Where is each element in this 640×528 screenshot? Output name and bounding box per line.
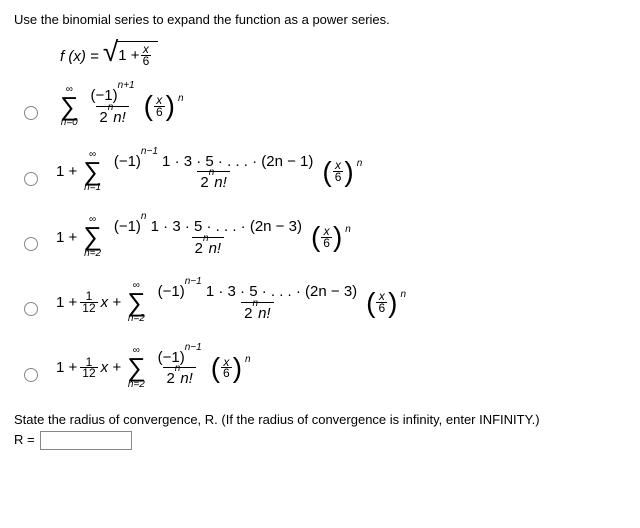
option-row: 1 + ∞∑n=1 (−1)n−1 1 · 3 · 5 · . . . · (2… xyxy=(24,150,626,193)
function-display: f (x) = √ 1 + x 6 xyxy=(60,41,626,67)
option-formula: 1 + ∞∑n=2 (−1)n 1 · 3 · 5 · . . . · (2n … xyxy=(56,215,351,258)
radio-button[interactable] xyxy=(24,237,38,251)
radio-button[interactable] xyxy=(24,172,38,186)
option-row: 1 + 112x + ∞∑n=2 (−1)n−12nn! (x6)n xyxy=(24,346,626,389)
option-formula: 1 + 112x + ∞∑n=2 (−1)n−1 1 · 3 · 5 · . .… xyxy=(56,281,406,324)
option-formula: ∞∑n=0 (−1)n+12nn! (x6)n xyxy=(56,85,184,128)
answer-options: ∞∑n=0 (−1)n+12nn! (x6)n 1 + ∞∑n=1 (−1)n−1… xyxy=(24,85,626,390)
convergence-prompt: State the radius of convergence, R. (If … xyxy=(14,412,626,427)
r-input[interactable] xyxy=(40,431,132,450)
option-formula: 1 + ∞∑n=1 (−1)n−1 1 · 3 · 5 · . . . · (2… xyxy=(56,150,362,193)
question-text: Use the binomial series to expand the fu… xyxy=(14,12,626,27)
option-row: 1 + ∞∑n=2 (−1)n 1 · 3 · 5 · . . . · (2n … xyxy=(24,215,626,258)
radio-button[interactable] xyxy=(24,106,38,120)
option-row: 1 + 112x + ∞∑n=2 (−1)n−1 1 · 3 · 5 · . .… xyxy=(24,281,626,324)
r-label: R = xyxy=(14,431,35,446)
radio-button[interactable] xyxy=(24,368,38,382)
option-formula: 1 + 112x + ∞∑n=2 (−1)n−12nn! (x6)n xyxy=(56,346,251,389)
option-row: ∞∑n=0 (−1)n+12nn! (x6)n xyxy=(24,85,626,128)
radio-button[interactable] xyxy=(24,302,38,316)
